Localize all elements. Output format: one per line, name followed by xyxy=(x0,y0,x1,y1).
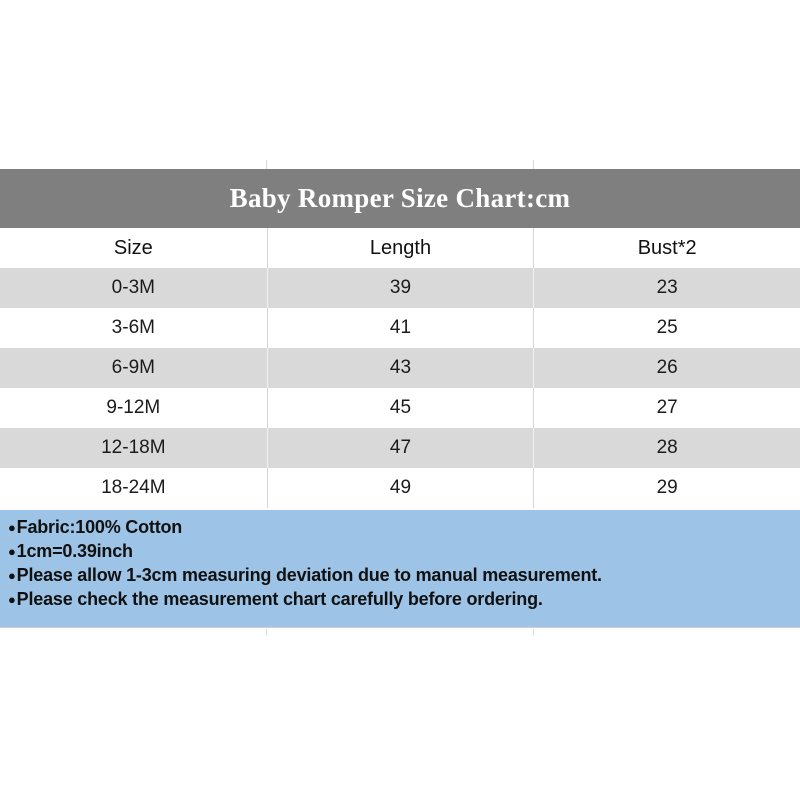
bullet-icon: ● xyxy=(8,520,16,535)
bullet-icon: ● xyxy=(8,568,16,583)
table-row: 3-6M 41 25 xyxy=(0,308,800,348)
cell-bust: 25 xyxy=(533,308,800,348)
note-text: Please allow 1-3cm measuring deviation d… xyxy=(16,565,602,585)
note-line: ● 1cm=0.39inch xyxy=(8,540,792,564)
table-row: 18-24M 49 29 xyxy=(0,468,800,508)
cell-length: 49 xyxy=(266,468,534,508)
note-text: 1cm=0.39inch xyxy=(16,541,133,561)
table-header-row: Size Length Bust*2 xyxy=(0,228,800,268)
note-line: ● Please check the measurement chart car… xyxy=(8,588,792,612)
cell-bust: 23 xyxy=(533,268,800,308)
table-row: 6-9M 43 26 xyxy=(0,348,800,388)
size-chart-table: Size Length Bust*2 0-3M 39 23 3-6M 41 25… xyxy=(0,228,800,508)
cell-bust: 26 xyxy=(533,348,800,388)
note-line: ● Please allow 1-3cm measuring deviation… xyxy=(8,564,792,588)
cell-size: 0-3M xyxy=(111,277,155,298)
title-banner: Baby Romper Size Chart:cm xyxy=(0,169,800,228)
grid-line xyxy=(266,629,267,635)
grid-line xyxy=(533,629,534,635)
cell-size: 9-12M xyxy=(106,397,161,418)
cell-bust: 27 xyxy=(533,388,800,428)
grid-line xyxy=(266,160,267,169)
table-row: 9-12M 45 27 xyxy=(0,388,800,428)
bullet-icon: ● xyxy=(8,544,16,559)
notes-panel: ● Fabric:100% Cotton ● 1cm=0.39inch ● Pl… xyxy=(0,510,800,628)
note-text: Fabric:100% Cotton xyxy=(16,517,183,537)
note-line: ● Fabric:100% Cotton xyxy=(8,516,792,540)
cell-bust: 28 xyxy=(533,428,800,468)
cell-size: 12-18M xyxy=(101,437,166,458)
table-row: 12-18M 47 28 xyxy=(0,428,800,468)
cell-size: 18-24M xyxy=(101,477,166,498)
col-header-size: Size xyxy=(113,236,153,259)
cell-length: 47 xyxy=(266,428,534,468)
grid-line xyxy=(533,160,534,169)
cell-size: 3-6M xyxy=(111,317,155,338)
col-header-length: Length xyxy=(266,228,534,268)
cell-length: 41 xyxy=(266,308,534,348)
cell-length: 39 xyxy=(266,268,534,308)
table-row: 0-3M 39 23 xyxy=(0,268,800,308)
page-title: Baby Romper Size Chart:cm xyxy=(229,183,571,213)
cell-size: 6-9M xyxy=(111,357,155,378)
bullet-icon: ● xyxy=(8,592,16,607)
top-whitespace xyxy=(0,0,800,169)
cell-length: 43 xyxy=(266,348,534,388)
col-header-bust: Bust*2 xyxy=(533,228,800,268)
cell-length: 45 xyxy=(266,388,534,428)
cell-bust: 29 xyxy=(533,468,800,508)
note-text: Please check the measurement chart caref… xyxy=(16,589,543,609)
